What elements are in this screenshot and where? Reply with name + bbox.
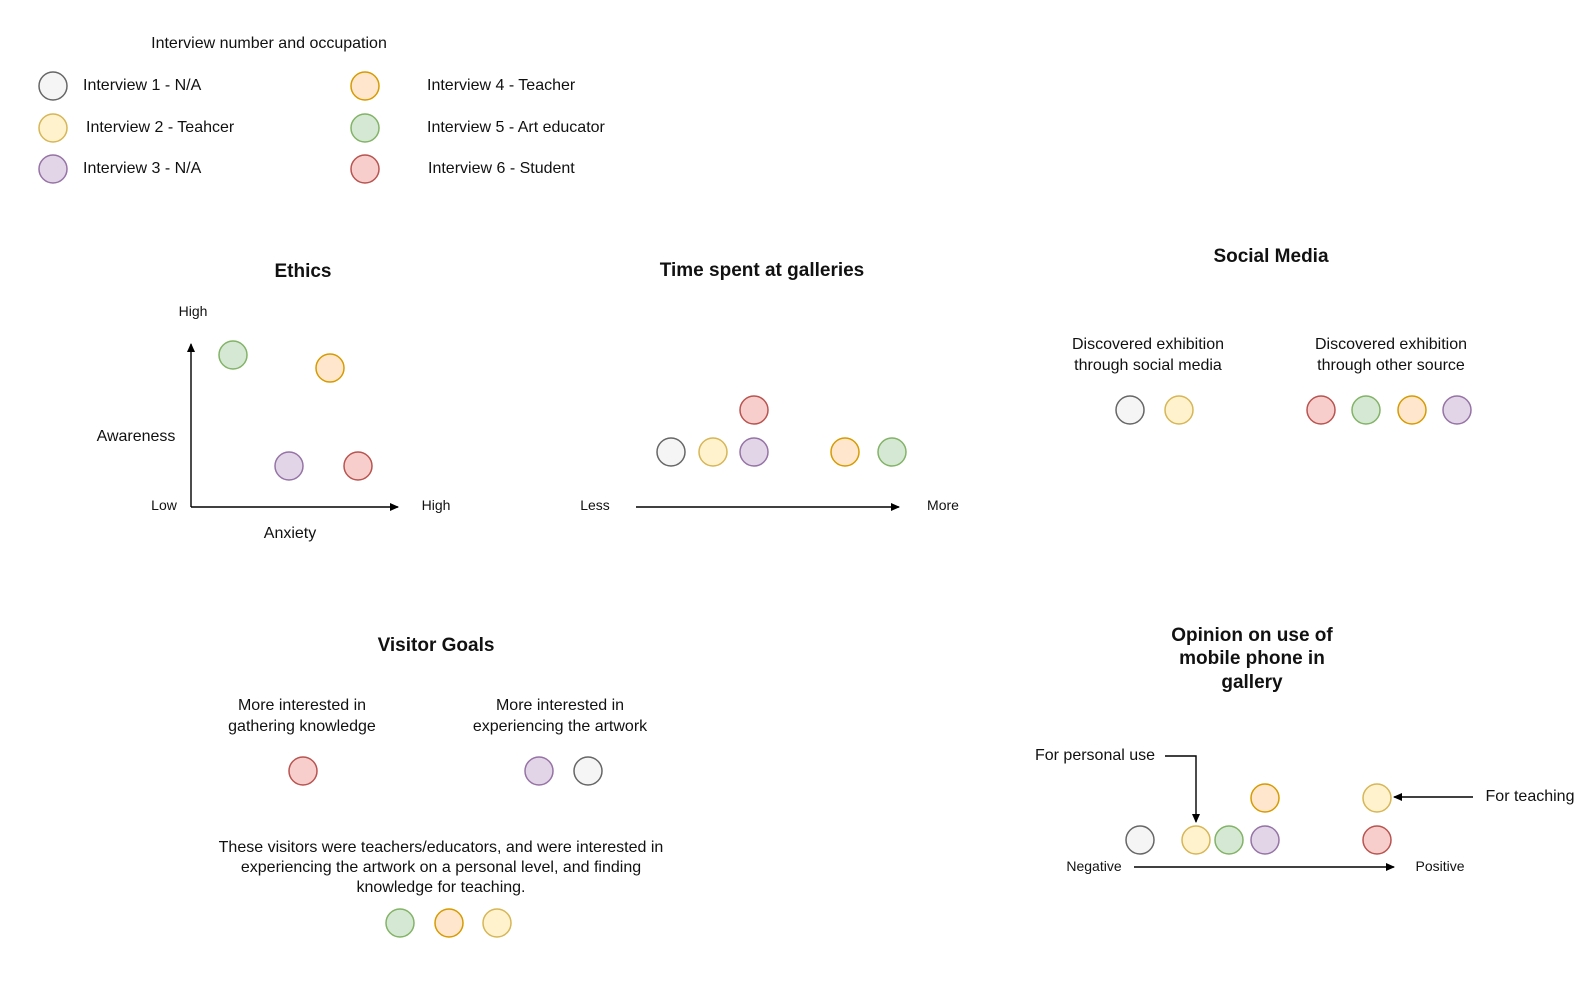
other-dot-interview-5 [1351,395,1381,425]
legend-dot-interview-1 [38,71,68,101]
legend-dot-interview-2 [38,113,68,143]
other-dot-interview-6 [1306,395,1336,425]
social-media-section: Social Media Discovered exhibition throu… [1072,246,1472,425]
legend-label-interview-5: Interview 5 - Art educator [427,119,606,136]
other-dot-interview-3 [1442,395,1472,425]
phone-opinion-title-line3: gallery [1221,672,1283,693]
time-dot-interview-1 [656,437,686,467]
ethics-x-high-label: High [422,497,451,513]
legend-dot-interview-4 [350,71,380,101]
social-dot-interview-1 [1115,395,1145,425]
phone-dot-interview-6 [1362,825,1392,855]
time-spent-less-label: Less [580,497,610,513]
social-dot-interview-2 [1164,395,1194,425]
visitor-goals-title: Visitor Goals [378,635,495,656]
time-spent-title: Time spent at galleries [660,260,865,281]
goals-note-line1: These visitors were teachers/educators, … [219,839,664,856]
phone-dot-interview-2-teaching [1362,783,1392,813]
ethics-title: Ethics [274,261,331,282]
time-spent-section: Time spent at galleries Less More [580,260,959,513]
goals-dot-interview-1 [573,756,603,786]
ethics-section: Ethics High Awareness Low High Anxiety [97,261,451,542]
knowledge-group-label-line2: gathering knowledge [228,718,376,735]
ethics-dot-interview-4 [315,353,345,383]
legend-label-interview-4: Interview 4 - Teacher [427,77,576,94]
other-group-label-line2: through other source [1317,357,1465,374]
time-spent-more-label: More [927,497,959,513]
artwork-group-label-line1: More interested in [496,697,624,714]
goals-note-line3: knowledge for teaching. [357,879,526,896]
phone-opinion-section: Opinion on use of mobile phone in galler… [1035,625,1575,874]
phone-dot-interview-4 [1250,783,1280,813]
goals-dot-interview-2 [482,908,512,938]
legend-label-interview-6: Interview 6 - Student [428,160,575,177]
for-teaching-label: For teaching [1486,788,1575,805]
other-dot-interview-4 [1397,395,1427,425]
social-media-title: Social Media [1213,246,1329,267]
time-dot-interview-6 [739,395,769,425]
phone-opinion-title-line2: mobile phone in [1179,648,1325,669]
ethics-x-axis-label: Anxiety [264,525,316,542]
goals-dot-interview-5 [385,908,415,938]
time-dot-interview-4 [830,437,860,467]
legend-title: Interview number and occupation [151,35,387,52]
other-group-label-line1: Discovered exhibition [1315,336,1467,353]
legend-dot-interview-5 [350,113,380,143]
phone-dot-interview-3 [1250,825,1280,855]
personal-use-label: For personal use [1035,747,1155,764]
phone-dot-interview-5 [1214,825,1244,855]
phone-opinion-title-line1: Opinion on use of [1171,625,1333,646]
social-group-label-line1: Discovered exhibition [1072,336,1224,353]
visitor-goals-section: Visitor Goals More interested in gatheri… [219,635,664,938]
ethics-dot-interview-3 [274,451,304,481]
legend: Interview number and occupation Intervie… [38,35,606,184]
ethics-origin-low-label: Low [151,497,178,513]
time-dot-interview-5 [877,437,907,467]
ethics-y-high-label: High [179,303,208,319]
ethics-dot-interview-6 [343,451,373,481]
phone-dot-interview-2-personal [1181,825,1211,855]
phone-dot-interview-1 [1125,825,1155,855]
ethics-dot-interview-5 [218,340,248,370]
phone-positive-label: Positive [1415,858,1464,874]
legend-dot-interview-3 [38,154,68,184]
artwork-group-label-line2: experiencing the artwork [473,718,648,735]
goals-dot-interview-6 [288,756,318,786]
legend-label-interview-1: Interview 1 - N/A [83,77,202,94]
time-dot-interview-2 [698,437,728,467]
personal-use-arrow [1165,755,1200,823]
phone-negative-label: Negative [1066,858,1121,874]
goals-dot-interview-3 [524,756,554,786]
time-dot-interview-3 [739,437,769,467]
goals-dot-interview-4 [434,908,464,938]
legend-dot-interview-6 [350,154,380,184]
goals-note-line2: experiencing the artwork on a personal l… [241,859,641,876]
knowledge-group-label-line1: More interested in [238,697,366,714]
legend-label-interview-3: Interview 3 - N/A [83,160,202,177]
legend-label-interview-2: Interview 2 - Teahcer [86,119,235,136]
social-group-label-line2: through social media [1074,357,1222,374]
ethics-y-axis-label: Awareness [97,428,176,445]
